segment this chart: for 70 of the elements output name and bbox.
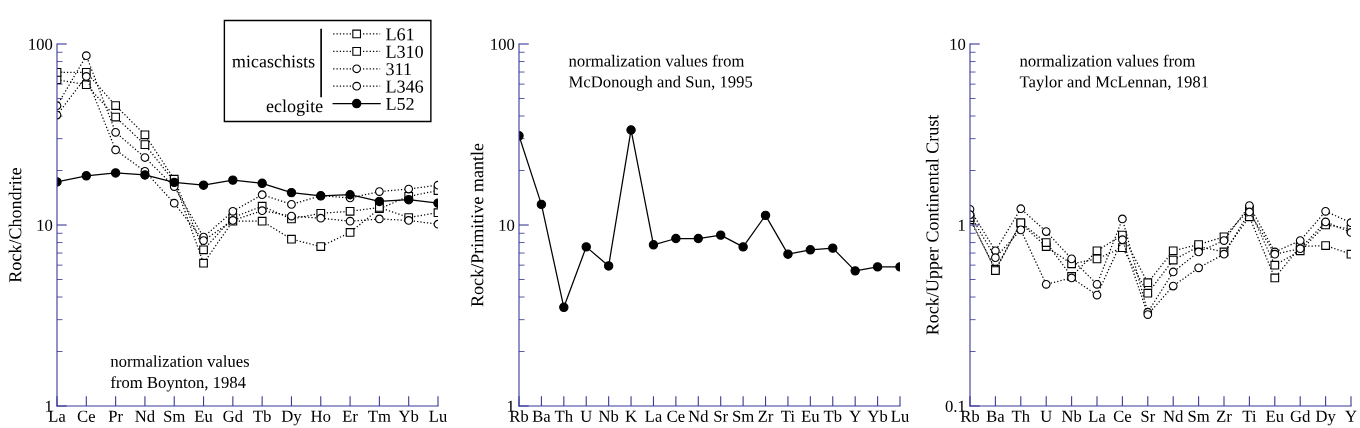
- y-tick-label: 10: [950, 38, 966, 50]
- y-axis-title: Rock/Upper Continental Crust: [925, 114, 943, 335]
- x-tick-label: Ce: [1113, 410, 1132, 422]
- y-tick-label: 1: [958, 219, 965, 231]
- x-tick-label: La: [48, 410, 66, 422]
- legend-label: L346: [386, 80, 424, 93]
- y-axis-title: Rock/Chondrite: [8, 167, 22, 283]
- x-tick-label: Gd: [1290, 410, 1311, 422]
- annotation: normalization values from Taylor and McLennan, 1981: [1019, 54, 1209, 91]
- y-tick-label: 100: [491, 38, 515, 50]
- x-tick-label: U: [1040, 410, 1052, 422]
- x-tick-label: Eu: [1266, 410, 1284, 422]
- x-tick-label: Rb: [960, 410, 980, 422]
- legend-label: 311: [386, 63, 411, 76]
- x-tick-label: Nd: [1163, 410, 1184, 422]
- x-tick-label: Ce: [77, 410, 95, 422]
- x-tick-label: Dy: [281, 410, 302, 426]
- y-tick-label: 1: [45, 400, 52, 412]
- y-tick-label: 1: [507, 400, 514, 412]
- x-tick-label: Ho: [311, 410, 331, 422]
- y-tick-label: 10: [499, 219, 515, 231]
- x-tick-label: Yb: [398, 410, 419, 422]
- x-tick-label: Lu: [429, 410, 447, 422]
- x-tick-label: Ba: [532, 410, 551, 422]
- x-tick-label: Sr: [1141, 410, 1156, 422]
- x-tick-label: Tm: [368, 410, 391, 422]
- y-tick-label: 10: [37, 219, 53, 231]
- x-tick-label: Pr: [108, 410, 123, 422]
- x-tick-label: Th: [1011, 410, 1030, 422]
- x-tick-label: La: [645, 410, 663, 422]
- x-tick-label: Th: [554, 410, 573, 422]
- x-tick-label: K: [625, 410, 637, 422]
- x-tick-label: Lu: [891, 410, 909, 422]
- x-tick-label: Sm: [1188, 410, 1210, 422]
- annotation: normalization values from McDonough and Sun, 1995: [568, 54, 753, 91]
- annotation: micaschists: [232, 54, 315, 68]
- x-tick-label: Er: [342, 410, 358, 422]
- y-tick-label: 0.1: [945, 400, 965, 413]
- x-tick-label: La: [1088, 410, 1106, 422]
- x-tick-label: Yb: [867, 410, 888, 422]
- x-tick-label: Gd: [223, 410, 243, 422]
- x-tick-label: Zr: [758, 410, 774, 422]
- x-tick-label: Sm: [733, 410, 754, 422]
- annotation: eclogite: [266, 99, 323, 116]
- legend-label: L310: [386, 45, 423, 58]
- x-tick-label: Nd: [688, 410, 709, 422]
- x-tick-label: Ti: [1242, 410, 1257, 422]
- x-tick-label: Sm: [164, 410, 186, 422]
- x-tick-label: Nb: [1061, 410, 1082, 422]
- x-tick-label: U: [580, 410, 592, 422]
- x-tick-label: Ti: [781, 410, 795, 422]
- x-tick-label: Sr: [714, 410, 728, 422]
- x-tick-label: Y: [1345, 410, 1357, 422]
- x-tick-label: Nd: [135, 410, 155, 422]
- x-tick-label: Ce: [667, 410, 685, 422]
- x-tick-label: Eu: [801, 410, 820, 422]
- legend-label: L52: [386, 97, 414, 111]
- x-tick-label: Tb: [253, 410, 271, 422]
- x-tick-label: Dy: [1315, 410, 1336, 426]
- x-tick-label: Tb: [823, 410, 842, 422]
- y-axis-title: Rock/Primitive mantle: [470, 143, 484, 307]
- x-tick-label: Nb: [598, 410, 619, 422]
- legend-label: L61: [386, 28, 414, 41]
- y-tick-label: 100: [29, 38, 53, 50]
- x-tick-label: Ba: [986, 410, 1005, 422]
- annotation: normalization values from Boynton, 1984: [110, 355, 250, 392]
- x-tick-label: Rb: [509, 410, 529, 422]
- x-tick-label: Eu: [194, 410, 213, 422]
- x-tick-label: Y: [849, 410, 861, 422]
- x-tick-label: Zr: [1216, 410, 1232, 422]
